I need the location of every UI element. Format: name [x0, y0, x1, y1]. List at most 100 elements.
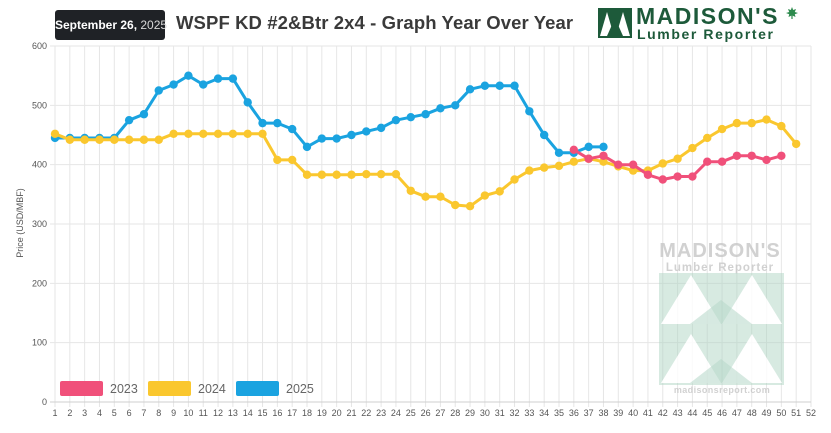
data-point-2023: [673, 172, 682, 181]
data-point-2025: [495, 81, 504, 90]
data-point-2024: [747, 118, 756, 128]
data-point-2024: [495, 187, 504, 196]
data-point-2025: [243, 98, 252, 107]
x-tick-label: 47: [732, 408, 742, 418]
data-point-2025: [258, 118, 267, 128]
data-point-2023: [703, 157, 712, 166]
data-point-2023: [628, 160, 638, 169]
legend-item-2023[interactable]: 2023: [60, 381, 138, 396]
data-point-2024: [199, 129, 208, 139]
legend-label: 2024: [198, 382, 226, 396]
logo-mark-icon: [598, 8, 632, 38]
watermark: MADISON'S Lumber Reporter madisonsreport…: [659, 240, 784, 395]
chart-legend[interactable]: 2023 2024 2025: [60, 381, 314, 396]
data-point-2025: [332, 134, 341, 143]
data-point-2024: [599, 157, 608, 166]
data-point-2025: [599, 142, 608, 152]
series-line-2025: [55, 74, 604, 155]
data-point-2024: [510, 175, 519, 184]
x-tick-label: 39: [613, 408, 623, 418]
data-point-2024: [347, 170, 356, 179]
data-point-2024: [406, 186, 415, 195]
data-point-2024: [50, 129, 60, 139]
x-tick-label: 37: [584, 408, 594, 418]
data-point-2025: [228, 74, 238, 83]
y-tick-label: 400: [32, 160, 47, 170]
x-tick-label: 21: [346, 408, 356, 418]
legend-swatch: [60, 381, 103, 396]
data-point-2025: [376, 123, 386, 133]
data-point-2024: [258, 129, 267, 139]
x-tick-label: 51: [791, 408, 801, 418]
x-tick-label: 1: [52, 408, 57, 418]
chart-title: WSPF KD #2&Btr 2x4 - Graph Year Over Yea…: [176, 12, 574, 33]
series-2023: [569, 145, 786, 184]
data-point-2024: [451, 200, 460, 210]
data-point-2023: [599, 151, 608, 160]
x-tick-label: 49: [762, 408, 772, 418]
data-point-2024: [391, 169, 401, 179]
data-point-2023: [762, 155, 771, 165]
watermark-line2: Lumber Reporter: [666, 262, 774, 274]
data-point-2025: [347, 130, 356, 140]
data-point-2024: [65, 135, 75, 144]
y-tick-label: 200: [32, 278, 47, 288]
data-point-2024: [732, 118, 742, 128]
x-tick-label: 52: [806, 408, 816, 418]
data-point-2024: [673, 154, 682, 163]
data-point-2024: [421, 192, 430, 201]
legend-item-2024[interactable]: 2024: [148, 381, 226, 396]
data-point-2025: [184, 71, 193, 80]
data-point-2024: [777, 121, 786, 131]
x-tick-label: 50: [776, 408, 786, 418]
data-point-2025: [302, 142, 312, 152]
data-point-2024: [124, 135, 134, 144]
data-point-2025: [287, 124, 297, 134]
data-point-2025: [154, 86, 163, 95]
data-point-2023: [643, 170, 653, 179]
x-tick-label: 20: [332, 408, 342, 418]
x-tick-label: 44: [687, 408, 697, 418]
data-point-2024: [332, 170, 341, 179]
x-tick-label: 28: [450, 408, 460, 418]
legend-label: 2023: [110, 382, 138, 396]
x-tick-label: 41: [643, 408, 653, 418]
data-point-2025: [124, 115, 134, 125]
x-tick-label: 27: [435, 408, 445, 418]
x-tick-label: 24: [391, 408, 401, 418]
data-point-2025: [554, 148, 564, 157]
x-tick-label: 38: [598, 408, 608, 418]
data-point-2023: [717, 157, 727, 166]
data-point-2024: [539, 163, 549, 172]
x-tick-label: 22: [361, 408, 371, 418]
data-point-2025: [139, 110, 149, 119]
date-year: 2025: [137, 18, 168, 32]
data-point-2024: [658, 159, 667, 168]
x-tick-label: 9: [171, 408, 176, 418]
data-point-2025: [391, 115, 401, 125]
x-tick-label: 14: [243, 408, 253, 418]
x-tick-label: 5: [112, 408, 117, 418]
data-point-2024: [569, 157, 579, 166]
data-point-2024: [717, 124, 727, 134]
x-tick-label: 36: [569, 408, 579, 418]
x-tick-label: 6: [127, 408, 132, 418]
data-point-2024: [184, 129, 193, 139]
x-tick-label: 46: [717, 408, 727, 418]
data-point-2024: [213, 129, 223, 139]
chart-series: [50, 71, 801, 211]
x-tick-label: 29: [465, 408, 475, 418]
x-tick-label: 19: [317, 408, 327, 418]
data-point-2023: [614, 160, 623, 169]
x-tick-label: 43: [673, 408, 683, 418]
legend-item-2025[interactable]: 2025: [236, 381, 314, 396]
data-point-2024: [139, 135, 149, 144]
logo-brand-name: MADISON'S: [636, 3, 779, 29]
y-tick-label: 600: [32, 41, 47, 51]
x-tick-label: 25: [406, 408, 416, 418]
x-tick-label: 26: [421, 408, 431, 418]
data-point-2025: [169, 80, 178, 89]
x-tick-label: 33: [524, 408, 534, 418]
data-point-2025: [213, 74, 223, 83]
x-tick-label: 18: [302, 408, 312, 418]
